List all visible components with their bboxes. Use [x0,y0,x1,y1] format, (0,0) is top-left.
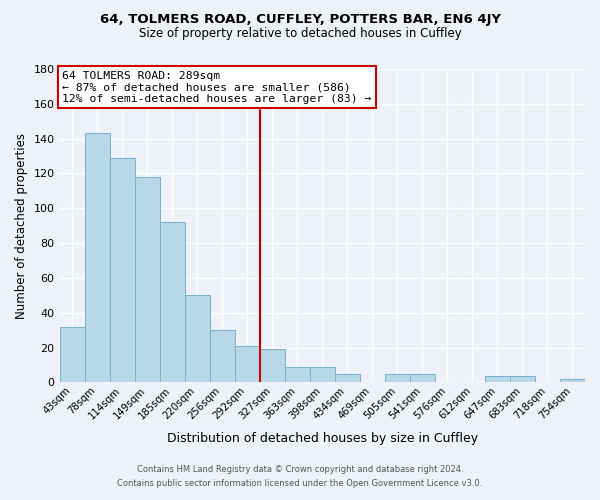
X-axis label: Distribution of detached houses by size in Cuffley: Distribution of detached houses by size … [167,432,478,445]
Bar [285,367,310,382]
Text: Contains HM Land Registry data © Crown copyright and database right 2024.
Contai: Contains HM Land Registry data © Crown c… [118,466,482,487]
Bar [185,296,209,382]
Bar [134,177,160,382]
Bar [235,346,260,383]
Bar [410,374,435,382]
Bar [260,350,285,382]
Bar [335,374,360,382]
Bar [385,374,410,382]
Text: 64, TOLMERS ROAD, CUFFLEY, POTTERS BAR, EN6 4JY: 64, TOLMERS ROAD, CUFFLEY, POTTERS BAR, … [100,12,500,26]
Text: Size of property relative to detached houses in Cuffley: Size of property relative to detached ho… [139,28,461,40]
Bar [485,376,510,382]
Y-axis label: Number of detached properties: Number of detached properties [15,132,28,318]
Text: 64 TOLMERS ROAD: 289sqm
← 87% of detached houses are smaller (586)
12% of semi-d: 64 TOLMERS ROAD: 289sqm ← 87% of detache… [62,70,371,104]
Bar [310,367,335,382]
Bar [85,134,110,382]
Bar [209,330,235,382]
Bar [59,327,85,382]
Bar [560,379,585,382]
Bar [160,222,185,382]
Bar [510,376,535,382]
Bar [110,158,134,382]
